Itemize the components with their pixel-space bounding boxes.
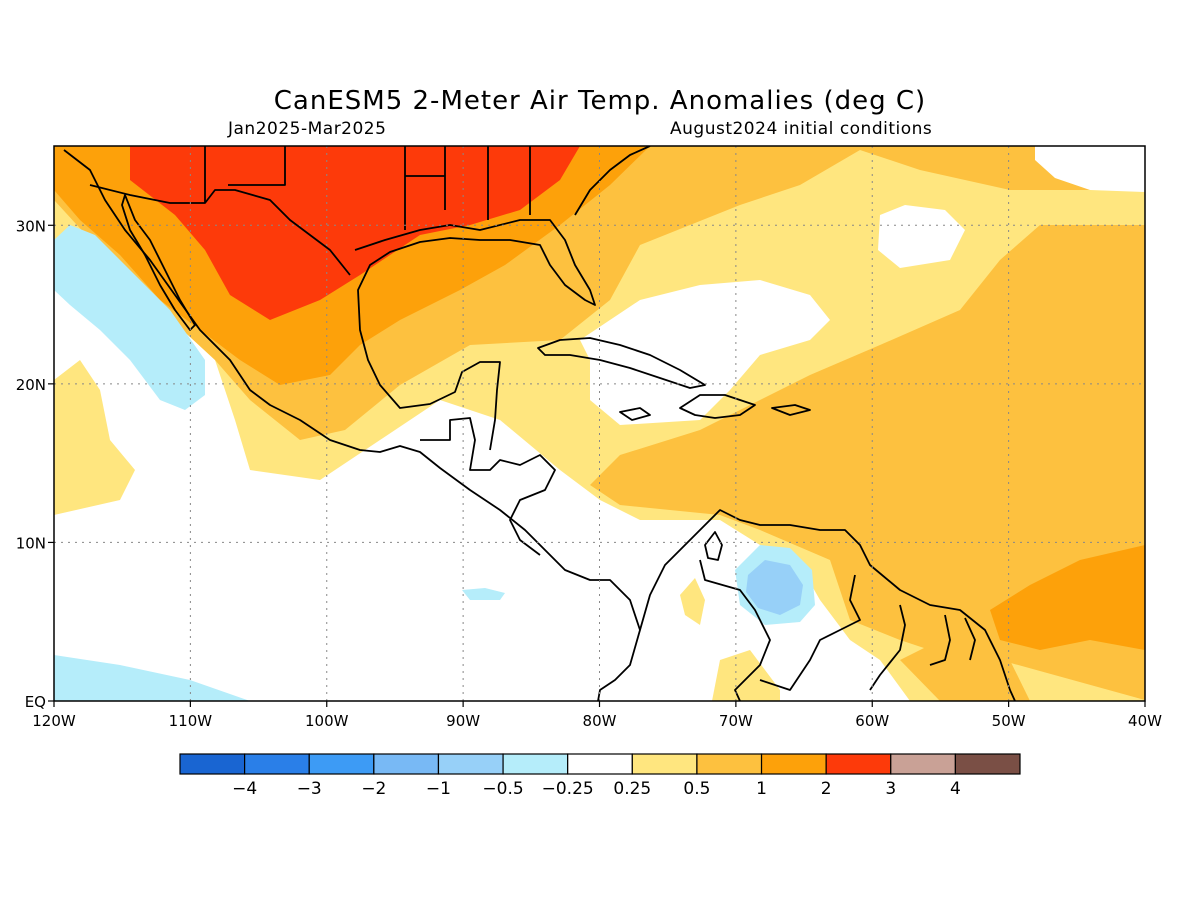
coast-south-america <box>639 509 1016 701</box>
colorbar-label: 2 <box>821 779 832 799</box>
anomaly-neg1-venezuela <box>746 560 803 615</box>
anomaly-1-southeast <box>900 630 1030 701</box>
anomaly-2-coast <box>990 545 1145 650</box>
colorbar-label: −4 <box>232 779 257 799</box>
axes: 120W 110W 100W 90W 80W 70W 60W 50W 40W 30N 20N 10N E… <box>16 217 1162 730</box>
colorbar-swatch <box>244 753 310 775</box>
borders-central-america <box>420 417 556 556</box>
coastlines <box>63 146 1016 701</box>
colorbar-label: −1 <box>426 779 451 799</box>
lon-tick-label: 90W <box>446 712 480 730</box>
forecast-period: Jan2025-Mar2025 <box>228 119 387 139</box>
anomaly-neg-baja <box>54 225 205 410</box>
border-us-mexico <box>89 184 351 276</box>
colorbar-label: 3 <box>885 779 896 799</box>
lon-tick-label: 110W <box>169 712 213 730</box>
anomaly-0.5-blob <box>680 578 705 625</box>
border-venezuela-colombia <box>699 559 771 701</box>
colorbar-label: 0.25 <box>613 779 651 799</box>
lon-tick-label: 60W <box>855 712 889 730</box>
border-suriname-fguiana <box>929 614 976 666</box>
anomaly-white-caribbean <box>580 280 830 425</box>
colorbar-swatch <box>502 753 569 775</box>
lon-tick-label: 80W <box>583 712 617 730</box>
lat-tick-label: 20N <box>16 376 46 394</box>
colorbar-swatch <box>631 753 698 775</box>
lat-tick-label: 30N <box>16 217 46 235</box>
map-title: CanESM5 2-Meter Air Temp. Anomalies (deg… <box>273 86 927 116</box>
colorbar-swatch <box>373 753 440 775</box>
anomaly-0.5-west <box>54 360 135 515</box>
colorbar-swatch <box>696 753 763 775</box>
anomaly-3-region <box>130 146 580 320</box>
coast-hispaniola <box>679 394 756 419</box>
colorbar-label: −3 <box>297 779 322 799</box>
anomaly-1-atlantic <box>590 225 1145 700</box>
colorbar: −4 −3 −2 −1 −0.5 −0.25 0.25 0.5 1 2 3 4 <box>179 753 1021 799</box>
coast-cuba <box>537 337 706 389</box>
border-venezuela-guyana <box>759 574 861 691</box>
colorbar-label: 0.5 <box>683 779 710 799</box>
lon-tick-label: 120W <box>32 712 76 730</box>
coast-maracaibo <box>704 531 723 561</box>
colorbar-label: −2 <box>361 779 386 799</box>
colorbar-label: −0.25 <box>542 779 594 799</box>
coast-gulf-mexico <box>354 219 596 451</box>
anomaly-neg-equator <box>54 655 250 701</box>
colorbar-swatch <box>760 753 827 775</box>
coast-pacific-mexico <box>63 149 641 701</box>
colorbar-swatch <box>825 753 892 775</box>
initial-conditions: August2024 initial conditions <box>670 119 933 139</box>
anomaly-white-atlantic <box>878 205 965 268</box>
border-guyana-suriname <box>869 604 906 691</box>
colorbar-swatch <box>954 753 1021 775</box>
lat-tick-label: EQ <box>25 693 46 711</box>
coast-jamaica <box>619 407 651 421</box>
anomaly-fields <box>54 146 1145 701</box>
colorbar-swatch <box>437 753 504 775</box>
gridlines <box>54 146 1145 701</box>
lon-tick-label: 70W <box>719 712 753 730</box>
colorbar-label: 1 <box>756 779 767 799</box>
coast-us-east <box>574 146 651 216</box>
anomaly-white-northeast <box>1035 146 1145 192</box>
colorbar-label: 4 <box>950 779 961 799</box>
colorbar-label: −0.5 <box>482 779 523 799</box>
colorbar-swatch <box>179 753 246 775</box>
lon-tick-label: 40W <box>1128 712 1162 730</box>
lon-tick-label: 100W <box>305 712 349 730</box>
coast-puerto-rico <box>771 404 811 416</box>
borders-us-states <box>204 146 531 230</box>
colorbar-swatch <box>308 753 375 775</box>
lat-tick-label: 10N <box>16 534 46 552</box>
anomaly-neg-pacific <box>462 588 505 600</box>
anomaly-0.5-south <box>712 650 780 701</box>
colorbar-swatch <box>890 753 956 775</box>
lon-tick-label: 50W <box>992 712 1026 730</box>
colorbar-swatch <box>567 753 633 775</box>
